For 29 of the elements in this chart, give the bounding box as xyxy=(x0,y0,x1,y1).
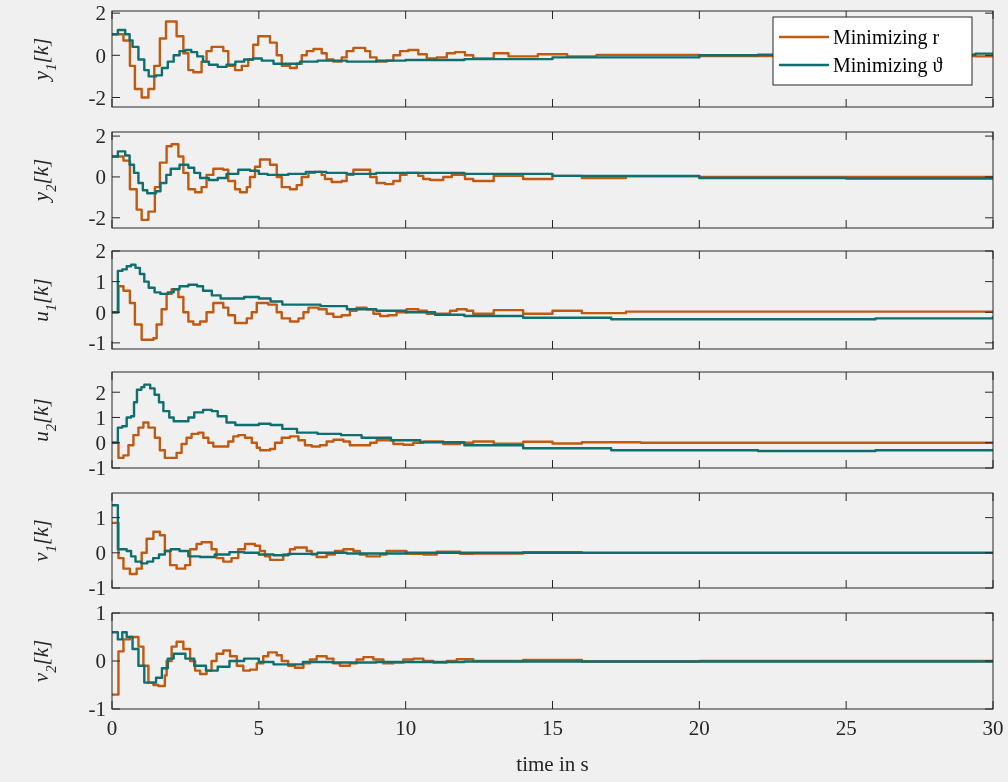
x-tick-label: 30 xyxy=(982,716,1004,740)
y-tick-label: -1 xyxy=(88,576,106,601)
y-tick-label: 2 xyxy=(95,239,106,264)
y-tick-label: 0 xyxy=(95,431,106,456)
legend-label: Minimizing r xyxy=(833,26,940,49)
y-tick-label: 0 xyxy=(95,165,106,190)
x-axis-title: time in s xyxy=(516,752,589,776)
y-tick-label: 2 xyxy=(95,124,106,149)
y-tick-label: 1 xyxy=(95,405,106,430)
y-tick-label: -2 xyxy=(88,85,106,110)
y-tick-label: -1 xyxy=(88,331,106,356)
x-tick-label: 5 xyxy=(253,716,265,740)
y-tick-label: -2 xyxy=(88,206,106,231)
x-tick-label: 25 xyxy=(835,716,857,740)
y-tick-label: 0 xyxy=(95,300,106,325)
y-tick-label: 2 xyxy=(95,1,106,26)
y-tick-label: 1 xyxy=(95,601,106,626)
x-tick-label: 15 xyxy=(542,716,563,740)
y-tick-label: 1 xyxy=(95,505,106,530)
x-tick-label: 10 xyxy=(395,716,417,740)
y-tick-label: 2 xyxy=(95,380,106,405)
y-tick-label: -1 xyxy=(88,697,106,722)
y-tick-label: -1 xyxy=(88,456,106,481)
y-tick-label: 0 xyxy=(95,541,106,566)
x-tick-label: 20 xyxy=(688,716,710,740)
y-tick-label: 0 xyxy=(95,43,106,68)
y-tick-label: 1 xyxy=(95,269,106,294)
y-tick-label: 0 xyxy=(95,649,106,674)
legend-label: Minimizing ϑ xyxy=(833,54,943,77)
